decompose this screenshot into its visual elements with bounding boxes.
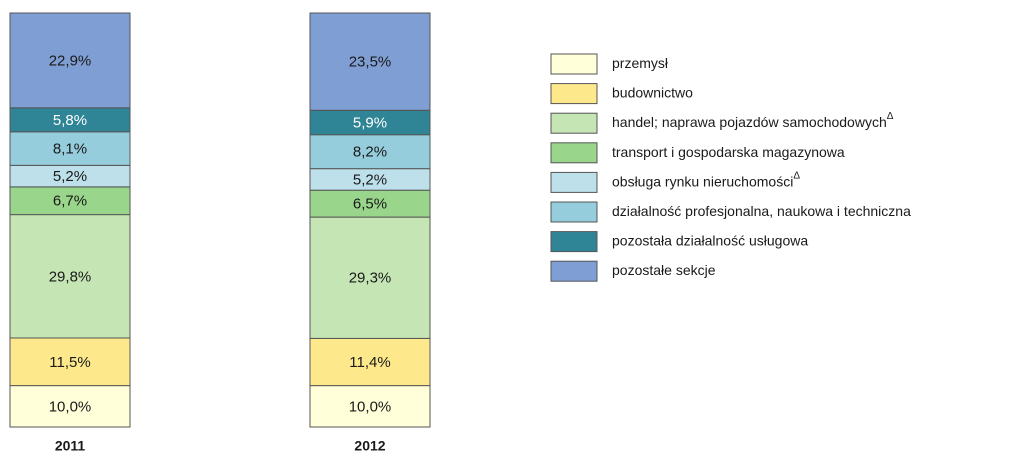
value-label: 5,9% [353,114,387,131]
legend-label: obsługa rynku nieruchomościΔ [612,170,800,189]
legend-swatch [550,142,598,164]
legend-label: budownictwo [612,84,693,100]
legend-name: przemysł [612,55,669,71]
legend-name: działalność profesjonalna, naukowa i tec… [612,203,911,219]
value-label: 6,7% [53,193,87,210]
legend-label: handel; naprawa pojazdów samochodowychΔ [612,111,894,130]
legend-name: pozostałe sekcje [612,262,716,278]
bar-segment [309,12,431,111]
legend-swatch [550,231,598,253]
bar-segment [9,337,131,387]
legend-name: budownictwo [612,84,693,100]
value-label: 29,8% [49,268,92,285]
x-tick-label: 2012 [354,438,385,454]
bar-segment [9,12,131,109]
legend-label: pozostałe sekcje [612,262,716,278]
legend-superscript: Δ [887,111,894,122]
value-label: 8,1% [53,141,87,158]
bar-segment [9,186,131,216]
bar-segment [309,189,431,218]
legend-name: pozostała działalność usługowa [612,232,808,248]
value-label: 22,9% [49,52,92,69]
legend-label: działalność profesjonalna, naukowa i tec… [612,203,911,219]
value-label: 8,2% [353,144,387,161]
value-label: 5,2% [53,168,87,185]
bar-segment [9,385,131,428]
legend-swatch [550,83,598,105]
legend-name: handel; naprawa pojazdów samochodowych [612,114,887,130]
legend-superscript: Δ [793,170,800,181]
legend-label: przemysł [612,55,669,71]
legend-name: transport i gospodarska magazynowa [612,144,845,160]
legend-swatch [550,260,598,282]
value-label: 23,5% [349,54,392,71]
legend-swatch [550,201,598,223]
x-tick-label: 2011 [55,438,86,454]
bar-segment [9,107,131,133]
legend-label: transport i gospodarska magazynowa [612,144,845,160]
value-label: 11,5% [49,354,90,371]
bar-segment [309,109,431,136]
legend-swatch [550,112,598,134]
value-label: 6,5% [353,196,387,213]
value-label: 10,0% [349,398,392,415]
value-label: 11,4% [349,354,390,371]
value-label: 29,3% [349,270,392,287]
bar-segment [9,131,131,166]
legend-swatch [550,171,598,193]
value-label: 5,2% [353,171,387,188]
bar-segment [309,216,431,339]
legend-swatch [550,53,598,75]
value-label: 10,0% [49,398,92,415]
bar-segment [309,385,431,428]
bar-segment [309,337,431,387]
legend-label: pozostała działalność usługowa [612,232,808,248]
value-label: 5,8% [53,112,87,129]
legend-name: obsługa rynku nieruchomości [612,173,793,189]
